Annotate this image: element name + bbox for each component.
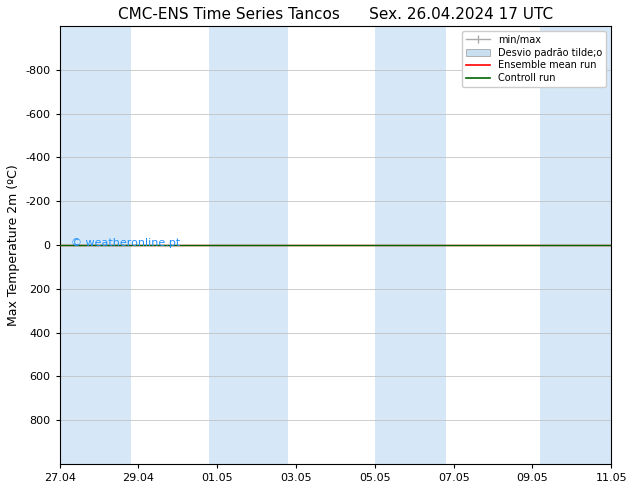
- Text: © weatheronline.pt: © weatheronline.pt: [70, 238, 180, 248]
- Bar: [209, 26, 288, 464]
- Bar: [540, 26, 611, 464]
- Legend: min/max, Desvio padrão tilde;o, Ensemble mean run, Controll run: min/max, Desvio padrão tilde;o, Ensemble…: [462, 31, 606, 87]
- Bar: [375, 26, 446, 464]
- Bar: [60, 26, 131, 464]
- Y-axis label: Max Temperature 2m (ºC): Max Temperature 2m (ºC): [7, 164, 20, 326]
- Title: CMC-ENS Time Series Tancos      Sex. 26.04.2024 17 UTC: CMC-ENS Time Series Tancos Sex. 26.04.20…: [118, 7, 553, 22]
